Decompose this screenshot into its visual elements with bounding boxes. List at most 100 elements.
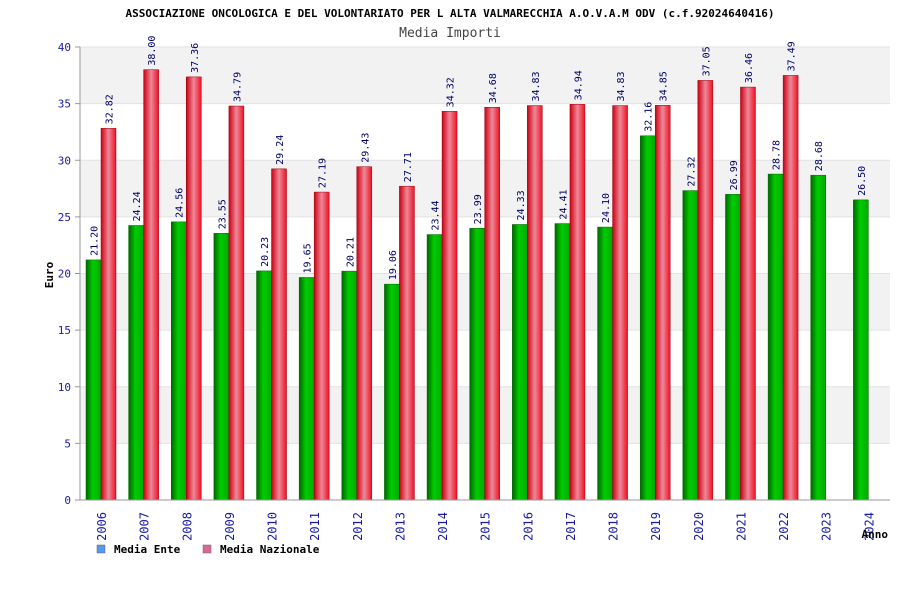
x-tick-label: 2022 [777, 512, 791, 541]
bar-media-nazionale-2012 [356, 166, 373, 501]
x-tick-label: 2011 [308, 512, 322, 541]
bar-media-nazionale-2018 [612, 105, 628, 501]
bar-media-ente-2013 [384, 283, 400, 501]
y-tick-label: 0 [64, 494, 71, 507]
x-tick-label: 2006 [95, 512, 109, 541]
x-tick-label: 2007 [138, 512, 152, 541]
bar-media-nazionale-2020 [697, 80, 714, 501]
bar-media-nazionale-2017 [569, 104, 586, 501]
x-tick-label: 2010 [266, 512, 280, 541]
legend-label-media-ente: Media Ente [114, 543, 181, 556]
x-tick-label: 2021 [734, 512, 748, 541]
value-label: 34.83 [531, 71, 542, 101]
x-tick-label: 2017 [564, 512, 578, 541]
bar-media-ente-2008 [171, 221, 187, 501]
bar-media-ente-2024 [853, 199, 869, 501]
legend: Media Ente Media Nazionale [96, 543, 320, 556]
value-label: 32.82 [105, 94, 116, 124]
bar-media-ente-2019 [639, 135, 656, 501]
x-tick-label: 2009 [223, 512, 237, 541]
value-label: 20.21 [345, 237, 356, 267]
bar-media-nazionale-2015 [484, 106, 500, 501]
value-label: 38.00 [147, 36, 158, 66]
value-label: 37.05 [701, 46, 712, 76]
bar-media-ente-2018 [597, 226, 613, 501]
x-tick-label: 2018 [607, 512, 621, 541]
value-label: 28.78 [772, 140, 783, 170]
x-tick-label: 2014 [436, 512, 450, 541]
bar-media-nazionale-2007 [143, 69, 159, 501]
value-label: 27.19 [318, 158, 329, 188]
x-tick-label: 2023 [820, 512, 834, 541]
x-axis-label: Anno [862, 528, 889, 541]
x-tick-label: 2024 [862, 512, 876, 541]
value-label: 34.68 [488, 73, 499, 103]
value-label: 36.46 [744, 53, 755, 83]
value-label: 19.65 [303, 243, 314, 273]
x-tick-label: 2008 [180, 512, 194, 541]
value-label: 34.85 [659, 71, 670, 101]
bar-media-nazionale-2016 [527, 105, 543, 501]
x-tick-label: 2013 [393, 512, 407, 541]
y-tick-label: 35 [58, 98, 71, 111]
bar-media-ente-2021 [725, 194, 741, 501]
value-label: 28.68 [814, 141, 825, 171]
y-tick-label: 25 [58, 211, 71, 224]
y-tick-label: 40 [58, 41, 71, 54]
legend-label-media-nazionale: Media Nazionale [220, 543, 320, 556]
value-label: 37.36 [190, 43, 201, 73]
x-tick-label: 2015 [479, 512, 493, 541]
bar-media-ente-2020 [682, 190, 699, 501]
value-labels: 21.20 32.82 24.24 38.00 24.56 37.36 23.55 34.79… [90, 36, 868, 281]
x-tick-label: 2012 [351, 512, 365, 541]
x-tick-label: 2016 [521, 512, 535, 541]
y-axis-ticks: 0 5 10 15 20 25 30 35 40 [58, 41, 80, 507]
y-tick-label: 20 [58, 268, 71, 281]
bar-media-ente-2011 [298, 277, 315, 501]
value-label: 24.33 [516, 190, 527, 220]
bar-media-ente-2006 [85, 259, 102, 501]
value-label: 23.55 [217, 199, 228, 229]
bar-media-ente-2007 [128, 225, 144, 501]
bar-media-ente-2023 [810, 174, 826, 501]
value-label: 26.99 [729, 160, 740, 190]
value-label: 24.10 [601, 193, 612, 223]
legend-swatch-media-ente [96, 544, 106, 554]
value-label: 27.32 [686, 156, 697, 186]
value-label: 32.16 [644, 102, 655, 132]
value-label: 24.41 [558, 189, 569, 219]
value-label: 26.50 [857, 166, 868, 196]
bar-media-ente-2012 [341, 270, 358, 501]
value-label: 29.43 [360, 133, 371, 163]
bar-media-ente-2022 [767, 173, 784, 501]
value-label: 37.49 [787, 41, 798, 71]
value-label: 23.99 [473, 194, 484, 224]
value-label: 34.94 [573, 70, 584, 100]
legend-swatch-media-nazionale [202, 544, 212, 554]
bar-media-ente-2016 [512, 224, 528, 501]
value-label: 34.79 [232, 72, 243, 102]
bar-media-ente-2010 [256, 270, 272, 501]
chart-title: ASSOCIAZIONE ONCOLOGICA E DEL VOLONTARIA… [125, 7, 774, 20]
bar-media-nazionale-2011 [313, 191, 330, 501]
x-axis-ticks: 2006 2007 2008 2009 2010 2011 2012 2013 2014 2015… [95, 512, 876, 541]
bar-media-nazionale-2010 [271, 168, 287, 501]
bar-media-nazionale-2013 [399, 185, 415, 501]
value-label: 20.23 [260, 237, 271, 267]
bar-media-nazionale-2021 [740, 86, 756, 501]
bar-media-ente-2015 [469, 228, 485, 501]
bar-media-nazionale-2008 [186, 76, 202, 501]
value-label: 21.20 [90, 226, 101, 256]
bar-media-nazionale-2022 [782, 75, 799, 501]
bar-media-nazionale-2019 [654, 105, 671, 501]
bar-media-ente-2014 [426, 234, 443, 501]
value-label: 27.71 [403, 152, 414, 182]
bar-media-ente-2017 [554, 223, 571, 501]
x-tick-label: 2019 [649, 512, 663, 541]
y-tick-label: 10 [58, 381, 71, 394]
value-label: 34.83 [616, 71, 627, 101]
value-label: 23.44 [431, 200, 442, 230]
y-tick-label: 30 [58, 154, 71, 167]
chart-subtitle: Media Importi [399, 26, 501, 41]
